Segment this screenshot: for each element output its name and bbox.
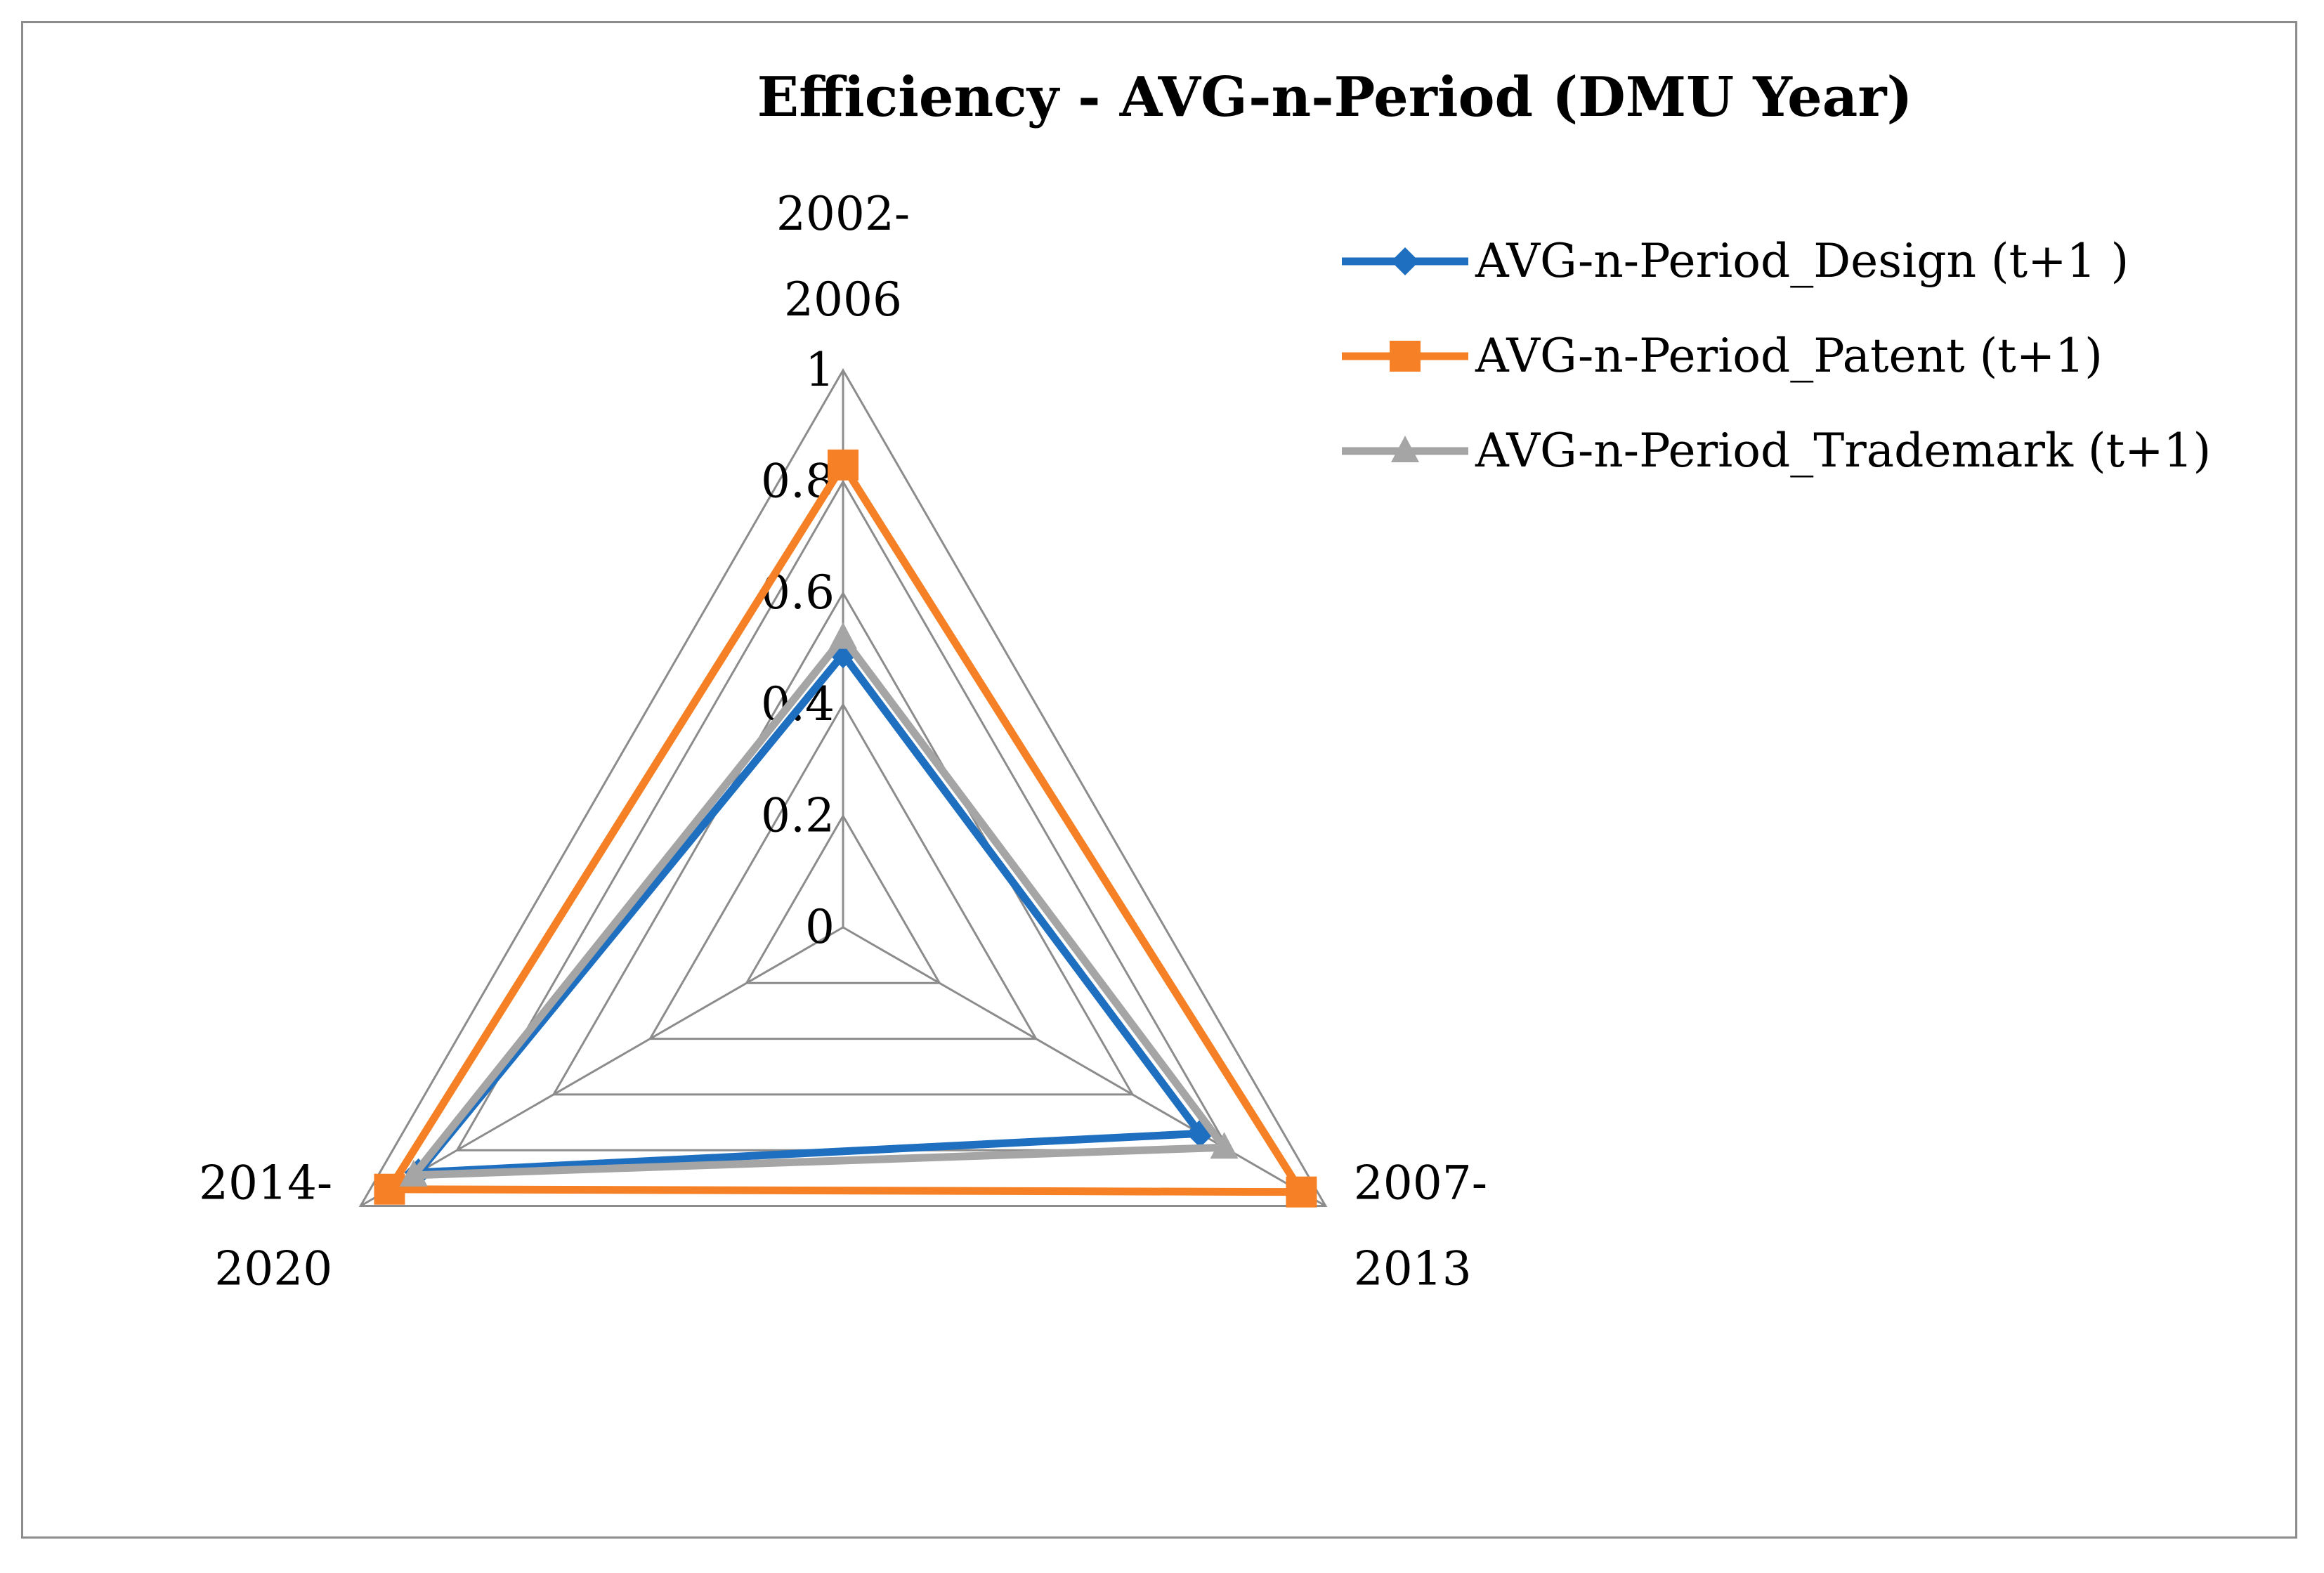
- legend-item: AVG-n-Period_Design (t+1 ): [1342, 234, 2129, 288]
- legend: AVG-n-Period_Design (t+1 ) AVG-n-Period_P…: [1342, 234, 2211, 478]
- series-1: [374, 449, 1317, 1208]
- legend-item: AVG-n-Period_Trademark (t+1): [1342, 424, 2211, 478]
- legend-item: AVG-n-Period_Patent (t+1): [1342, 329, 2103, 383]
- grid-ring: [648, 702, 1038, 1040]
- data-point-marker: [829, 622, 857, 649]
- grid-ring: [745, 814, 941, 984]
- data-point-marker: [1391, 247, 1419, 275]
- series-layer: [374, 449, 1317, 1208]
- legend-label: AVG-n-Period_Design (t+1 ): [1475, 234, 2129, 288]
- radial-tick-label: 1: [805, 343, 835, 397]
- data-point-marker: [1390, 341, 1421, 372]
- grid-spoke: [842, 926, 1326, 1207]
- category-labels: 2002-2006 2007-2013 2014-2020: [199, 187, 1487, 1296]
- legend-label: AVG-n-Period_Patent (t+1): [1475, 329, 2103, 383]
- data-point-marker: [828, 449, 859, 481]
- category-label: 2007-2013: [1354, 1156, 1487, 1296]
- chart-title: Efficiency - AVG-n-Period (DMU Year): [757, 65, 1913, 129]
- chart-frame: [21, 21, 2297, 1539]
- radial-tick-label: 0.2: [761, 788, 835, 842]
- radar-grid: [358, 368, 1328, 1207]
- data-point-marker: [1391, 436, 1419, 462]
- data-point-marker: [374, 1173, 405, 1205]
- grid-spoke: [360, 926, 844, 1207]
- series-2: [399, 622, 1239, 1187]
- series-line: [385, 461, 1305, 1196]
- data-point-marker: [1210, 1132, 1239, 1159]
- category-label: 2014-2020: [199, 1156, 332, 1296]
- legend-label: AVG-n-Period_Trademark (t+1): [1475, 424, 2211, 478]
- series-line: [414, 650, 1204, 1177]
- grid-ring: [358, 368, 1328, 1207]
- radial-tick-labels: 00.20.40.60.81: [761, 343, 835, 954]
- data-point-marker: [1286, 1176, 1317, 1208]
- data-point-marker: [399, 1159, 428, 1187]
- category-label: 2002-2006: [776, 187, 910, 327]
- series-line: [410, 634, 1229, 1180]
- radial-tick-label: 0: [805, 900, 835, 954]
